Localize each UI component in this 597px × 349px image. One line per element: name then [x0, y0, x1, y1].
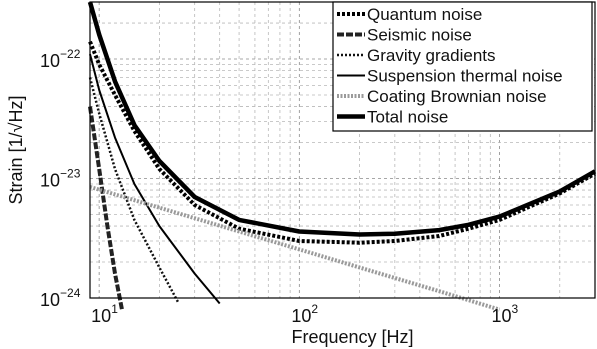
legend-label: Quantum noise — [367, 5, 482, 24]
x-tick-label: 101 — [91, 302, 118, 326]
series-line-quantum-noise — [88, 40, 596, 245]
legend-label: Total noise — [367, 108, 448, 127]
y-tick-label: 10−23 — [40, 167, 81, 191]
y-tick-label: 10−24 — [40, 286, 81, 310]
legend-label: Coating Brownian noise — [367, 87, 547, 106]
series-line-suspension-thermal-noise — [89, 53, 221, 305]
y-tick-label: 10−22 — [40, 47, 81, 71]
x-tick-label: 103 — [491, 302, 518, 326]
series-line-total-noise — [87, 1, 597, 237]
legend-label: Gravity gradients — [367, 46, 496, 65]
legend-box — [332, 1, 593, 132]
tick-labels: 101 102 103 10−24 10−23 10−22 — [40, 47, 519, 326]
series-line-coating-brownian-noise — [89, 184, 501, 312]
series-group — [87, 1, 597, 312]
series-line-seismic-noise — [88, 106, 124, 310]
x-tick-label: 102 — [291, 302, 318, 326]
legend-label: Suspension thermal noise — [367, 67, 563, 86]
legend-label: Seismic noise — [367, 26, 472, 45]
x-axis-label: Frequency [Hz] — [291, 327, 413, 347]
y-axis-label: Strain [1/√Hz] — [6, 96, 26, 205]
series-line-gravity-gradients — [88, 77, 180, 305]
